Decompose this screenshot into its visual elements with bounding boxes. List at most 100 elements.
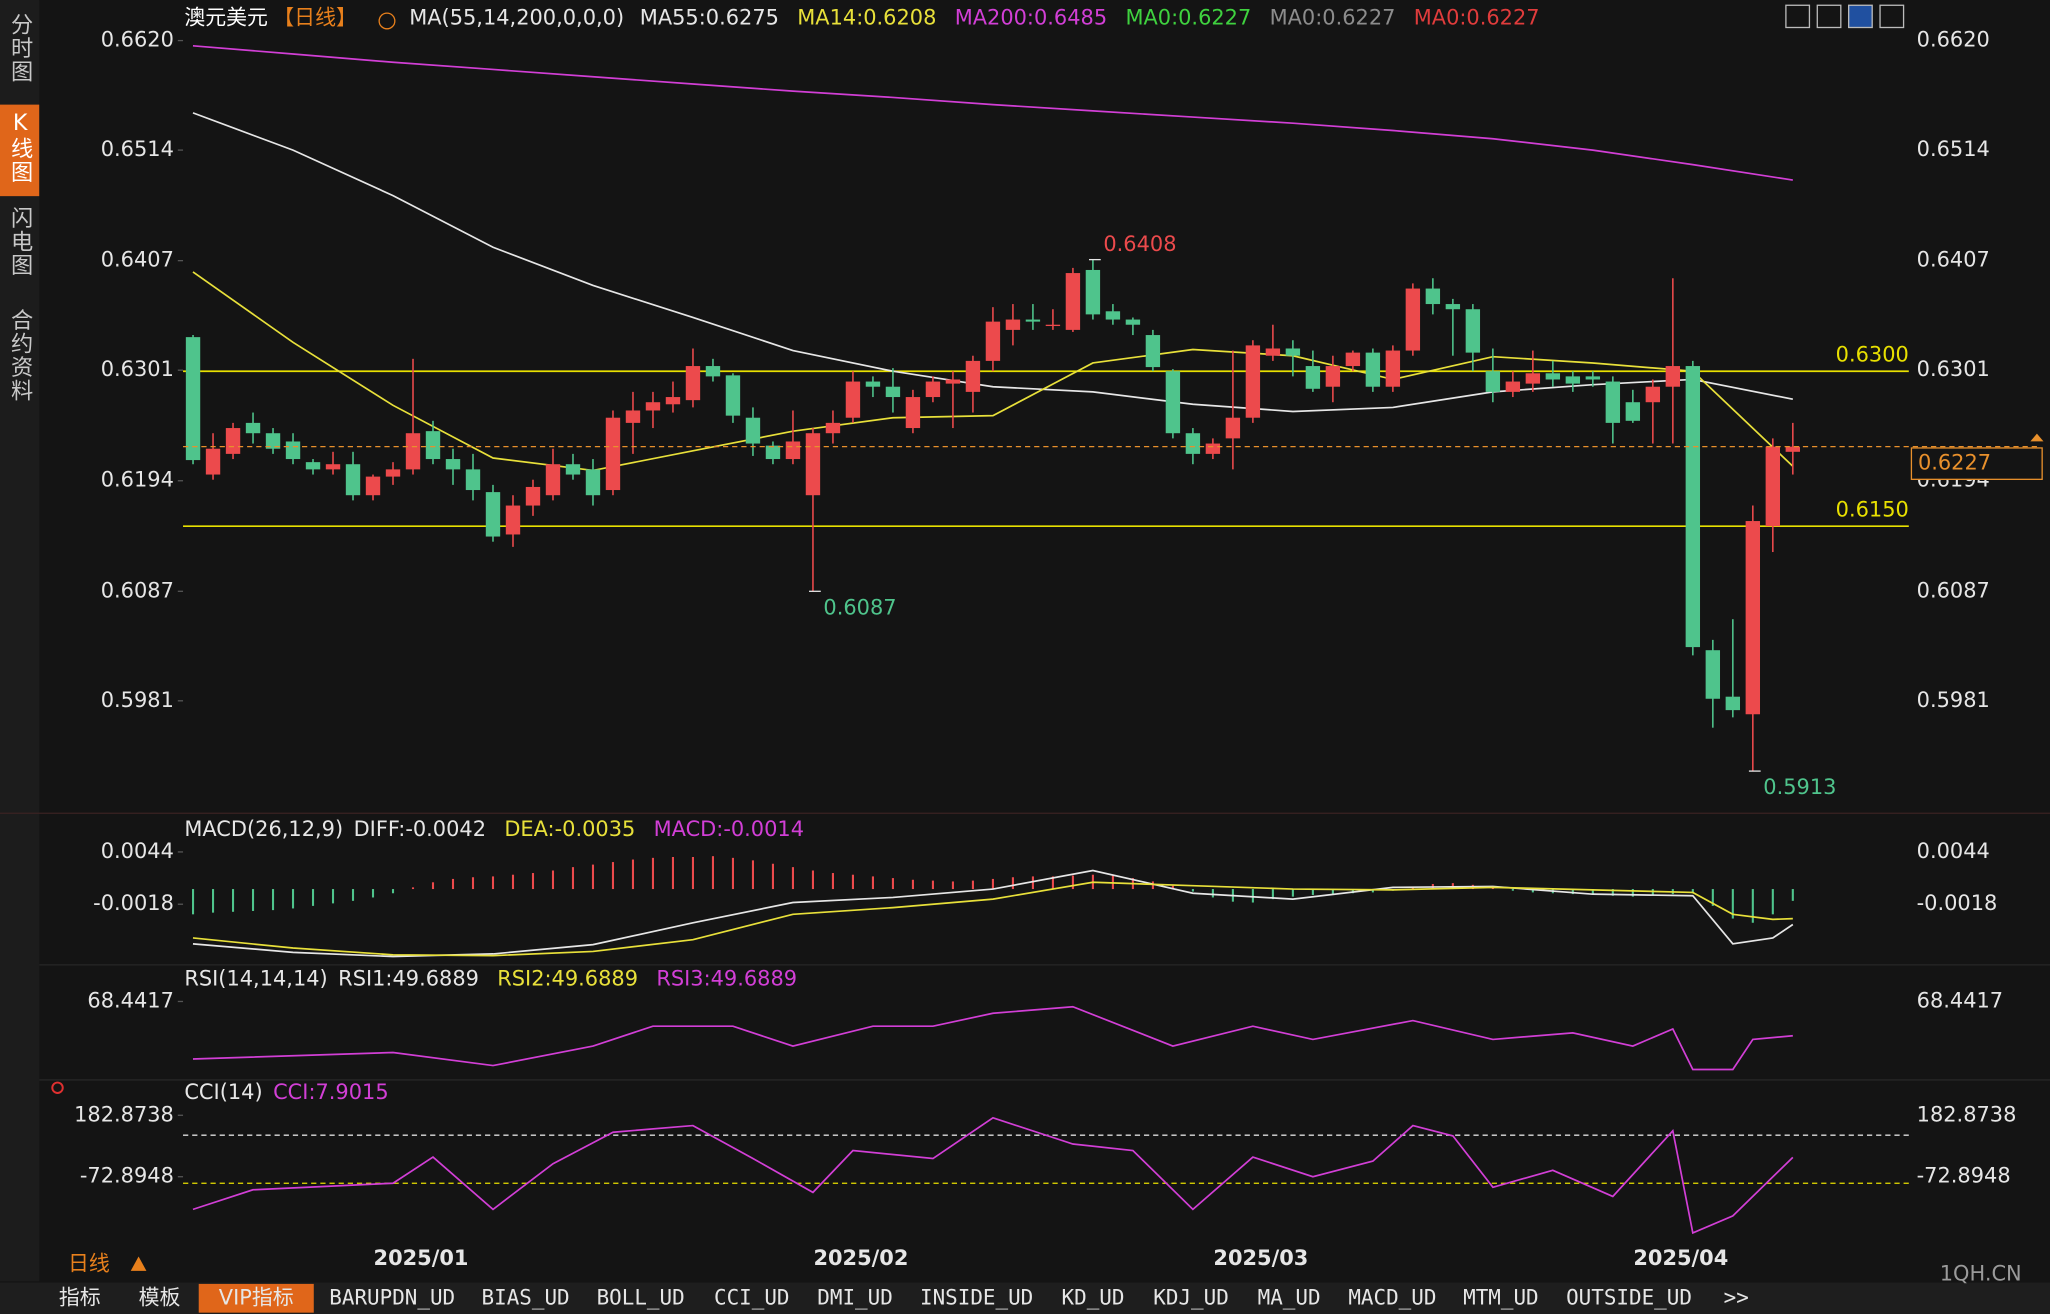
- candle-body: [985, 321, 1001, 361]
- candle-body: [205, 448, 221, 475]
- y-tick-label: 0.6301: [1917, 357, 1990, 381]
- alert-icon: [51, 1081, 64, 1094]
- candle-body: [1045, 324, 1061, 327]
- bottom-tab[interactable]: MTM_UD: [1463, 1285, 1539, 1309]
- bottom-tab[interactable]: MACD_UD: [1348, 1285, 1436, 1309]
- sidebar-tab[interactable]: 闪电图: [7, 206, 33, 277]
- sidebar: [0, 0, 40, 1282]
- add-icon[interactable]: [378, 12, 396, 30]
- candle-body: [1265, 348, 1281, 356]
- candle-body: [605, 417, 621, 491]
- level-label: 0.6150: [1836, 498, 1909, 522]
- bottom-tab[interactable]: MA_UD: [1258, 1285, 1321, 1309]
- active-tab: [198, 1283, 314, 1313]
- bottom-tab[interactable]: 指标: [59, 1285, 101, 1309]
- bottom-tab[interactable]: DMI_UD: [817, 1285, 893, 1309]
- sidebar-tab[interactable]: 分时图: [7, 13, 33, 84]
- candle-body: [1365, 352, 1381, 387]
- candle-body: [1005, 319, 1021, 330]
- period-arrow[interactable]: [130, 1256, 147, 1271]
- y-tick-label: 0.5981: [1917, 688, 1990, 712]
- candle-body: [1765, 446, 1781, 527]
- candle-body: [865, 381, 881, 387]
- icon[interactable]: [1785, 4, 1811, 29]
- candle-body: [545, 464, 561, 496]
- candle-body: [1305, 366, 1321, 389]
- last-price-label: 0.6227: [1918, 451, 1991, 475]
- candle-body: [525, 486, 541, 506]
- legend-entry: MACD:-0.0014: [654, 817, 804, 841]
- level-label: 0.6300: [1836, 343, 1909, 367]
- candle-body: [1285, 348, 1301, 356]
- candle-body: [1585, 376, 1601, 380]
- candle-body: [565, 464, 581, 475]
- bottom-tab[interactable]: KD_UD: [1062, 1285, 1125, 1309]
- candle-body: [1085, 269, 1101, 315]
- candle-body: [185, 337, 201, 461]
- candle-body: [505, 505, 521, 535]
- candle-body: [405, 433, 421, 470]
- candle-body: [585, 469, 601, 496]
- candle-body: [1645, 386, 1661, 403]
- annotation-label: 0.5913: [1763, 775, 1836, 799]
- candle-body: [1025, 319, 1041, 322]
- bottom-tab[interactable]: >>: [1724, 1285, 1749, 1309]
- y-tick-label: 0.6087: [1917, 578, 1990, 602]
- candle-body: [785, 441, 801, 460]
- candle-body: [725, 375, 741, 416]
- candle-body: [265, 433, 281, 449]
- indicator-name: MACD(26,12,9): [184, 817, 343, 841]
- candle-body: [925, 381, 941, 398]
- y-tick-label: 182.8738: [74, 1102, 174, 1126]
- bottom-tab[interactable]: 模板: [139, 1285, 181, 1309]
- icon[interactable]: [1848, 4, 1873, 29]
- candle-body: [1345, 352, 1361, 367]
- watermark: 1QH.CN: [1940, 1262, 2022, 1286]
- period-label[interactable]: 日线: [68, 1251, 110, 1275]
- bottom-tab[interactable]: INSIDE_UD: [920, 1285, 1033, 1309]
- y-tick-label: 0.0044: [101, 839, 174, 863]
- bottom-tab[interactable]: OUTSIDE_UD: [1566, 1285, 1692, 1309]
- icon[interactable]: [1879, 4, 1905, 29]
- bottom-tab[interactable]: KDJ_UD: [1153, 1285, 1229, 1309]
- annotation-label: 0.6087: [823, 595, 896, 619]
- y-tick-label: 0.6407: [101, 248, 174, 272]
- indicator-name: CCI(14): [184, 1080, 262, 1104]
- y-tick-label: -0.0018: [93, 891, 174, 915]
- candle-body: [1625, 402, 1641, 421]
- bottom-tab[interactable]: BOLL_UD: [597, 1285, 685, 1309]
- candle-body: [1445, 304, 1461, 310]
- candle-body: [1665, 366, 1681, 387]
- y-tick-label: 0.6194: [101, 468, 174, 492]
- candle-body: [445, 459, 461, 470]
- y-tick-label: 0.6407: [1917, 248, 1990, 272]
- sidebar-tab[interactable]: 合约资料: [7, 308, 33, 403]
- candle-body: [825, 422, 841, 434]
- candle-body: [805, 433, 821, 496]
- bottom-tab[interactable]: BARUPDN_UD: [329, 1285, 455, 1309]
- candle-body: [1685, 366, 1701, 648]
- candle-body: [1465, 309, 1481, 353]
- candle-body: [245, 422, 261, 434]
- candle-body: [465, 469, 481, 491]
- candle-body: [765, 445, 781, 460]
- y-tick-label: 68.4417: [87, 988, 173, 1012]
- candle-body: [1725, 696, 1741, 711]
- candle-body: [1485, 371, 1501, 392]
- candle-body: [1065, 273, 1081, 330]
- legend-entry: MA200:0.6485: [955, 5, 1107, 29]
- bottom-tab[interactable]: BIAS_UD: [482, 1285, 570, 1309]
- y-tick-label: 68.4417: [1917, 988, 2003, 1012]
- bottom-tab[interactable]: VIP指标: [219, 1285, 294, 1309]
- sidebar-tab[interactable]: K线图: [7, 110, 33, 184]
- icon[interactable]: [1816, 4, 1842, 29]
- candle-body: [905, 397, 921, 429]
- bottom-tab[interactable]: CCI_UD: [714, 1285, 790, 1309]
- y-tick-label: 0.6620: [1917, 28, 1990, 52]
- y-tick-label: -0.0018: [1917, 891, 1998, 915]
- legend-entry: MA0:0.6227: [1270, 5, 1396, 29]
- legend-entry: MA14:0.6208: [797, 5, 936, 29]
- x-tick-label: 2025/01: [374, 1246, 469, 1270]
- indicator-line: [192, 1116, 1794, 1235]
